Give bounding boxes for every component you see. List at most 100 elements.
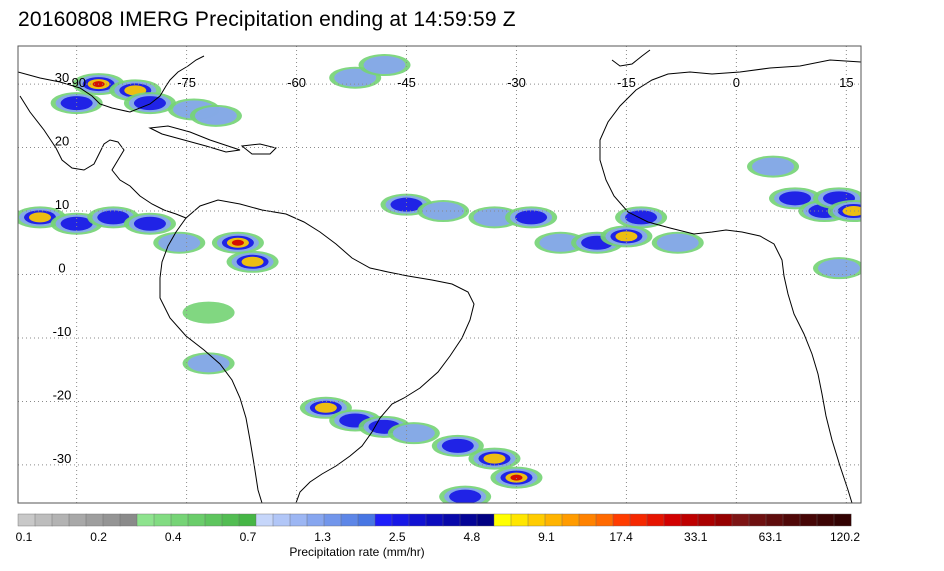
- colorbar-swatch: [68, 513, 87, 527]
- colorbar-tick-label: 17.4: [609, 530, 633, 544]
- colorbar-swatch: [561, 513, 580, 527]
- colorbar-swatch: [102, 513, 121, 527]
- longitude-tick-label: -15: [617, 75, 636, 90]
- coastline-layer: [18, 49, 861, 503]
- colorbar-tick-label: 1.3: [314, 530, 331, 544]
- colorbar-swatch: [748, 513, 767, 527]
- colorbar-swatch: [578, 513, 597, 527]
- precipitation-cell: [439, 485, 492, 503]
- precipitation-cell: [189, 104, 242, 127]
- colorbar-swatch: [340, 513, 359, 527]
- precipitation-cell: [651, 231, 704, 254]
- longitude-tick-label: -30: [507, 75, 526, 90]
- colorbar-swatch: [646, 513, 665, 527]
- precipitation-cell: [490, 466, 543, 489]
- latitude-tick-label: 0: [58, 261, 65, 276]
- colorbar-swatch: [204, 513, 223, 527]
- colorbar-swatch: [493, 513, 512, 527]
- precipitation-cell: [827, 200, 861, 223]
- colorbar-swatch: [731, 513, 750, 527]
- colorbar-swatch: [680, 513, 699, 527]
- precipitation-cell: [182, 301, 235, 324]
- colorbar-swatch: [51, 513, 70, 527]
- colorbar-swatch: [289, 513, 308, 527]
- longitude-tick-label: -90: [67, 75, 86, 90]
- colorbar-tick-label: 0.1: [16, 530, 33, 544]
- longitude-tick-label: -75: [177, 75, 196, 90]
- precipitation-cell: [299, 396, 352, 419]
- map-frame: [17, 45, 862, 504]
- precipitation-cell: [380, 193, 433, 216]
- precipitation-cell: [747, 155, 800, 178]
- colorbar-swatch: [34, 513, 53, 527]
- latitude-labels: 30 20 10 0 -10 -20 -30: [53, 70, 72, 466]
- colorbar-swatch: [85, 513, 104, 527]
- colorbar-tick-label: 2.5: [389, 530, 406, 544]
- precipitation-cell: [123, 212, 176, 235]
- colorbar-swatch: [357, 513, 376, 527]
- colorbar-swatch: [612, 513, 631, 527]
- precipitation-cell: [87, 206, 140, 229]
- precipitation-cell: [505, 206, 558, 229]
- colorbar-swatch: [408, 513, 427, 527]
- cuba-coast: [148, 125, 241, 153]
- colorbar-swatch: [544, 513, 563, 527]
- colorbar-swatch: [799, 513, 818, 527]
- colorbar-tick-label: 0.4: [165, 530, 182, 544]
- colorbar-swatch: [153, 513, 172, 527]
- colorbar-swatch: [595, 513, 614, 527]
- iberia-coast: [611, 49, 651, 67]
- colorbar-swatch: [391, 513, 410, 527]
- longitude-tick-label: -60: [287, 75, 306, 90]
- colorbar-swatch: [527, 513, 546, 527]
- latitude-tick-label: 30: [55, 70, 69, 85]
- precipitation-cell: [468, 447, 521, 470]
- colorbar-swatch: [833, 513, 852, 527]
- gulf-coast: [19, 95, 187, 219]
- precipitation-cell: [387, 422, 440, 445]
- longitude-tick-label: 15: [839, 75, 853, 90]
- colorbar-swatch: [782, 513, 801, 527]
- precipitation-cell: [182, 352, 235, 375]
- colorbar-swatch: [136, 513, 155, 527]
- colorbar-tick-labels: 0.1 0.2 0.4 0.7 1.3 2.5 4.8 9.1 17.4 33.1 63.1 120.…: [16, 530, 861, 544]
- colorbar-swatch: [221, 513, 240, 527]
- page-title: 20160808 IMERG Precipitation ending at 1…: [18, 8, 516, 31]
- colorbar-tick-label: 120.2: [830, 530, 860, 544]
- precipitation-cell: [50, 92, 103, 115]
- latitude-tick-label: 20: [55, 134, 69, 149]
- hispaniola-coast: [240, 143, 277, 155]
- colorbar-swatch: [17, 513, 36, 527]
- colorbar-swatch: [170, 513, 189, 527]
- longitude-tick-label: 0: [733, 75, 740, 90]
- latitude-tick-label: -10: [53, 324, 72, 339]
- precipitation-layer: [18, 54, 861, 503]
- north-america-coast: [18, 55, 205, 113]
- colorbar-swatch: [323, 513, 342, 527]
- precipitation-cell: [468, 206, 521, 229]
- colorbar-swatch: [459, 513, 478, 527]
- colorbar-swatch: [187, 513, 206, 527]
- colorbar-swatches: [17, 513, 852, 527]
- colorbar-swatch: [476, 513, 495, 527]
- longitude-tick-label: -45: [397, 75, 416, 90]
- colorbar-swatch: [119, 513, 138, 527]
- colorbar-swatch: [306, 513, 325, 527]
- precipitation-cell: [211, 231, 264, 254]
- colorbar-tick-label: 9.1: [538, 530, 555, 544]
- colorbar-swatch: [238, 513, 257, 527]
- colorbar-swatch: [663, 513, 682, 527]
- latitude-tick-label: -30: [53, 451, 72, 466]
- colorbar-swatch: [255, 513, 274, 527]
- precipitation-cell: [813, 257, 861, 280]
- colorbar-swatch: [374, 513, 393, 527]
- south-america-coast: [185, 199, 475, 503]
- colorbar-tick-label: 0.2: [90, 530, 107, 544]
- precipitation-cell: [123, 92, 176, 115]
- colorbar-swatch: [816, 513, 835, 527]
- africa-coast: [599, 59, 861, 503]
- graticule: [18, 46, 861, 503]
- precipitation-cell: [358, 54, 411, 77]
